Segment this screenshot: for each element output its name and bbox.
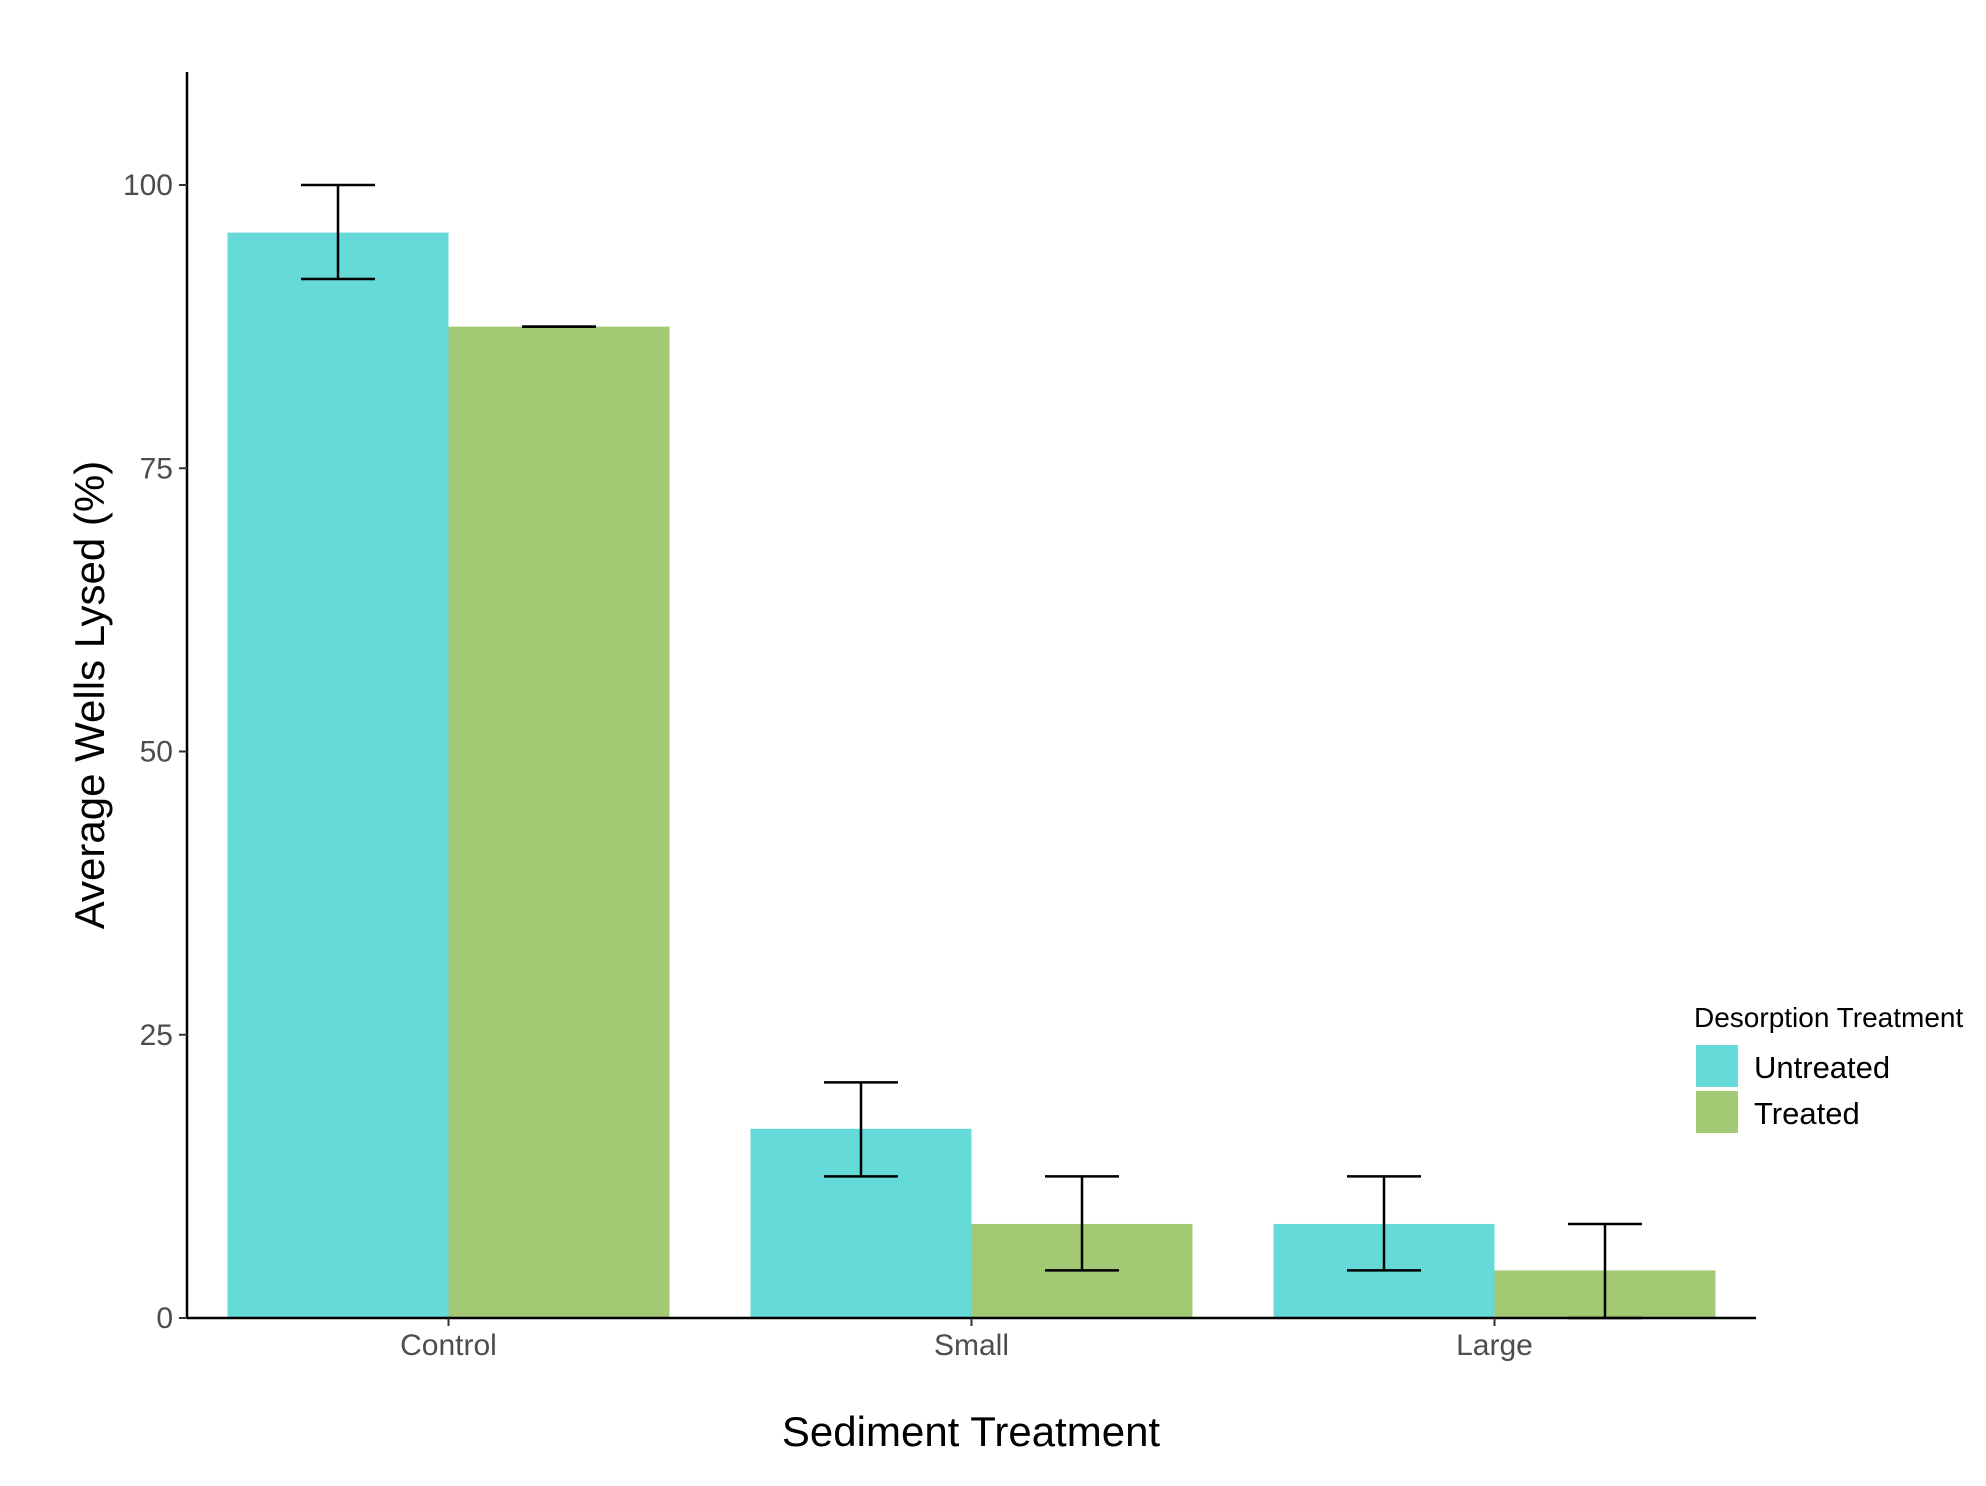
legend-title: Desorption Treatment	[1694, 1002, 1963, 1033]
y-ticks-layer: 0 25 50 75 100	[123, 169, 187, 1335]
y-tick-label-25: 25	[140, 1019, 173, 1052]
legend-swatch-treated	[1696, 1091, 1738, 1133]
legend-label-treated: Treated	[1754, 1096, 1860, 1131]
legend: Desorption Treatment Untreated Treated	[1694, 1002, 1963, 1133]
x-ticks-layer: Control Small Large	[400, 1318, 1533, 1362]
bar-control-treated	[448, 326, 670, 1318]
x-axis-title: Sediment Treatment	[782, 1408, 1161, 1455]
legend-swatch-untreated	[1696, 1045, 1738, 1087]
y-tick-label-100: 100	[123, 169, 173, 202]
y-axis-title: Average Wells Lysed (%)	[66, 461, 113, 929]
x-tick-label-large: Large	[1456, 1329, 1533, 1362]
x-tick-label-control: Control	[400, 1329, 497, 1362]
y-tick-label-0: 0	[156, 1302, 173, 1335]
bar-control-untreated	[227, 232, 449, 1319]
y-tick-label-75: 75	[140, 452, 173, 485]
x-tick-label-small: Small	[934, 1329, 1009, 1362]
bars-layer	[227, 232, 1716, 1319]
legend-label-untreated: Untreated	[1754, 1050, 1890, 1085]
y-tick-label-50: 50	[140, 736, 173, 769]
